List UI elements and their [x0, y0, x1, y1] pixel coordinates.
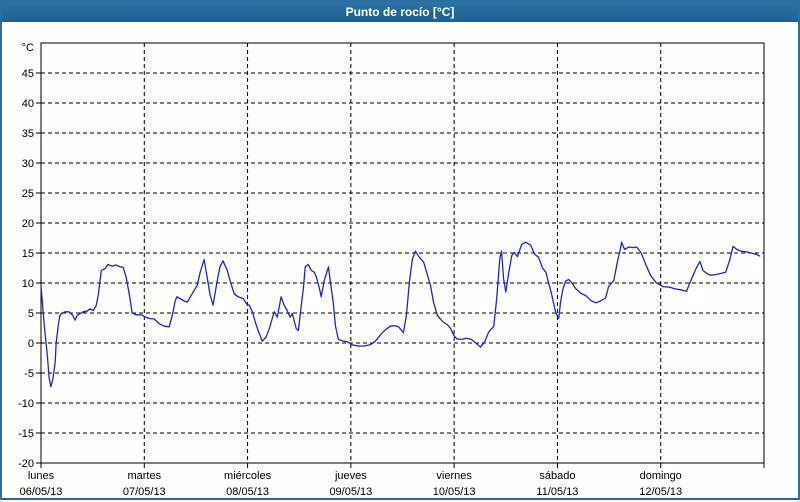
y-tick-label: 40	[22, 98, 34, 110]
y-tick-label: 15	[22, 248, 34, 260]
x-day-label: martes	[127, 470, 161, 482]
title-bar: Punto de rocío [°C]	[2, 2, 798, 22]
x-day-label: sábado	[539, 470, 575, 482]
x-day-label: domingo	[640, 470, 682, 482]
x-day-label: lunes	[28, 470, 55, 482]
y-tick-label: -5	[24, 368, 34, 380]
y-tick-label: 30	[22, 158, 34, 170]
x-day-label: jueves	[334, 470, 367, 482]
h-gridlines	[41, 72, 764, 434]
v-gridlines	[143, 43, 662, 463]
y-tick-label: 5	[28, 308, 34, 320]
x-date-label: 08/05/13	[226, 486, 269, 498]
y-tick-label: -20	[18, 458, 34, 470]
x-axis-labels: lunes 06/05/13 martes 07/05/13 miércoles 08/0…	[20, 470, 683, 498]
x-date-label: 12/05/13	[639, 486, 682, 498]
x-date-label: 07/05/13	[123, 486, 166, 498]
x-date-label: 11/05/13	[536, 486, 578, 498]
y-tick-label: -15	[18, 428, 34, 440]
x-date-label: 10/05/13	[433, 486, 476, 498]
x-axis-ticks	[40, 463, 765, 468]
y-axis-unit-label: °C	[22, 42, 34, 54]
y-tick-label: -10	[18, 398, 34, 410]
y-axis: 45 40 35 30 25 20 15 10 5 0 -5 -10 -15 -20 °C	[18, 42, 41, 470]
dew-point-line	[40, 241, 761, 388]
x-date-label: 06/05/13	[20, 486, 63, 498]
y-tick-label: 10	[22, 278, 34, 290]
x-date-label: 09/05/13	[329, 486, 372, 498]
y-tick-label: 45	[22, 68, 34, 80]
chart-title: Punto de rocío [°C]	[345, 5, 455, 19]
y-tick-label: 20	[22, 218, 34, 230]
y-tick-label: 0	[28, 338, 34, 350]
y-tick-label: 25	[22, 188, 34, 200]
y-tick-label: 35	[22, 128, 34, 140]
x-day-label: miércoles	[224, 470, 272, 482]
x-day-label: viernes	[436, 470, 472, 482]
